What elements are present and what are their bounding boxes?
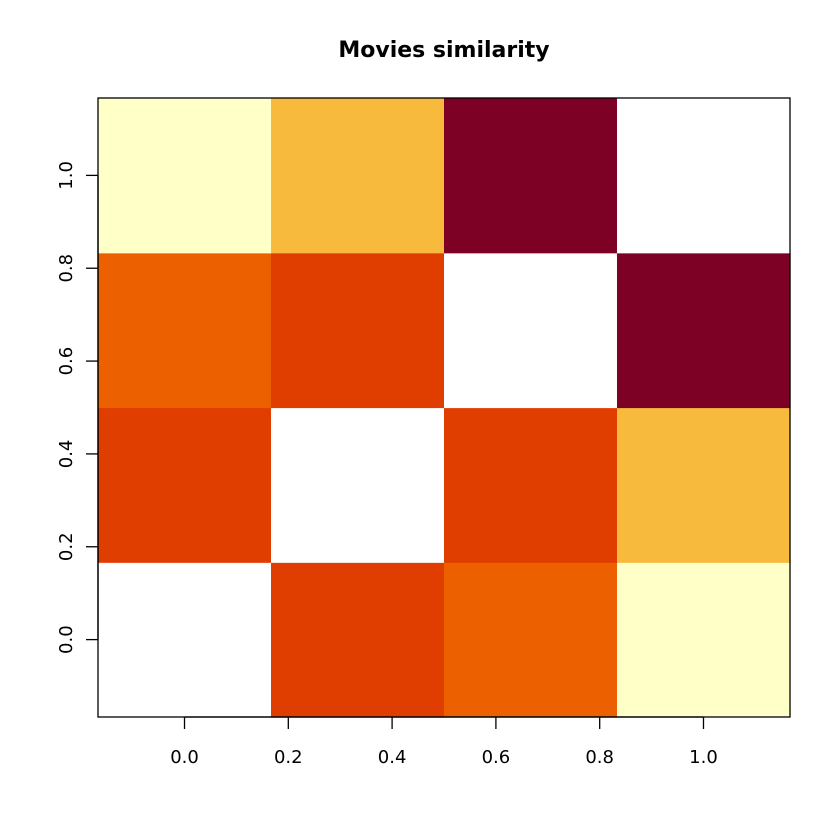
x-axis: 0.0 0.2 0.4 0.6 0.8 1.0 — [170, 716, 718, 768]
heatmap-cell — [98, 252, 272, 409]
y-tick-label: 0.4 — [56, 440, 77, 469]
heatmap-cell — [98, 98, 272, 254]
heatmap-cell — [444, 98, 618, 254]
x-tick-label: 0.8 — [585, 747, 614, 768]
heatmap-cell — [616, 562, 791, 718]
chart-title: Movies similarity — [338, 38, 549, 63]
y-tick-label: 0.6 — [56, 347, 77, 376]
x-tick-label: 0.2 — [274, 747, 303, 768]
y-tick-label: 0.0 — [56, 625, 77, 654]
heatmap-cells — [98, 98, 791, 718]
y-tick-label: 0.8 — [56, 254, 77, 283]
heatmap-cell — [444, 252, 618, 409]
heatmap-cell — [98, 562, 272, 718]
y-tick-label: 0.2 — [56, 532, 77, 561]
heatmap-cell — [271, 98, 445, 254]
heatmap-cell — [271, 252, 445, 409]
heatmap-cell — [271, 407, 445, 563]
heatmap-cell — [616, 407, 791, 563]
heatmap-cell — [444, 407, 618, 563]
heatmap-cell — [616, 98, 791, 254]
heatmap-cell — [616, 252, 791, 409]
y-tick-label: 1.0 — [56, 161, 77, 190]
x-tick-label: 0.4 — [378, 747, 407, 768]
heatmap-cell — [271, 562, 445, 718]
x-tick-label: 0.6 — [482, 747, 511, 768]
heatmap-cell — [444, 562, 618, 718]
y-axis: 0.0 0.2 0.4 0.6 0.8 1.0 — [56, 161, 99, 654]
x-tick-label: 0.0 — [170, 747, 199, 768]
x-tick-label: 1.0 — [689, 747, 718, 768]
heatmap-cell — [98, 407, 272, 563]
